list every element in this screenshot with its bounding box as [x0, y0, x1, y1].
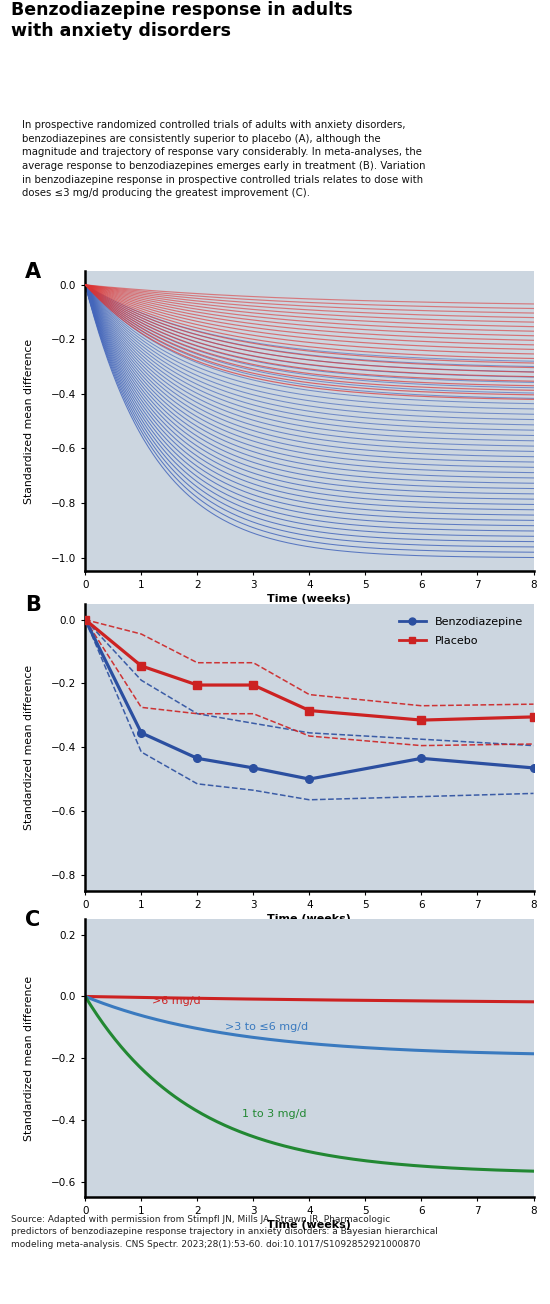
Y-axis label: Standardized mean difference: Standardized mean difference	[24, 339, 34, 503]
Legend: Benzodiazepine, Placebo: Benzodiazepine, Placebo	[394, 612, 528, 649]
X-axis label: Time (weeks): Time (weeks)	[267, 595, 351, 604]
Text: >6 mg/d: >6 mg/d	[152, 996, 201, 1007]
Text: >3 to ≤6 mg/d: >3 to ≤6 mg/d	[226, 1022, 309, 1033]
X-axis label: Time (weeks): Time (weeks)	[267, 1221, 351, 1230]
Text: C: C	[25, 910, 40, 930]
Text: In prospective randomized controlled trials of adults with anxiety disorders,
be: In prospective randomized controlled tri…	[21, 120, 425, 198]
Text: 1 to 3 mg/d: 1 to 3 mg/d	[242, 1108, 307, 1119]
Text: Benzodiazepine response in adults
with anxiety disorders: Benzodiazepine response in adults with a…	[11, 1, 353, 40]
Text: Source: Adapted with permission from Stimpfl JN, Mills JA, Strawn JR. Pharmacolo: Source: Adapted with permission from Sti…	[11, 1215, 438, 1249]
X-axis label: Time (weeks): Time (weeks)	[267, 914, 351, 923]
Text: B: B	[25, 595, 41, 614]
Text: A: A	[25, 262, 41, 282]
Y-axis label: Standardized mean difference: Standardized mean difference	[24, 975, 34, 1141]
Y-axis label: Standardized mean difference: Standardized mean difference	[24, 665, 34, 829]
